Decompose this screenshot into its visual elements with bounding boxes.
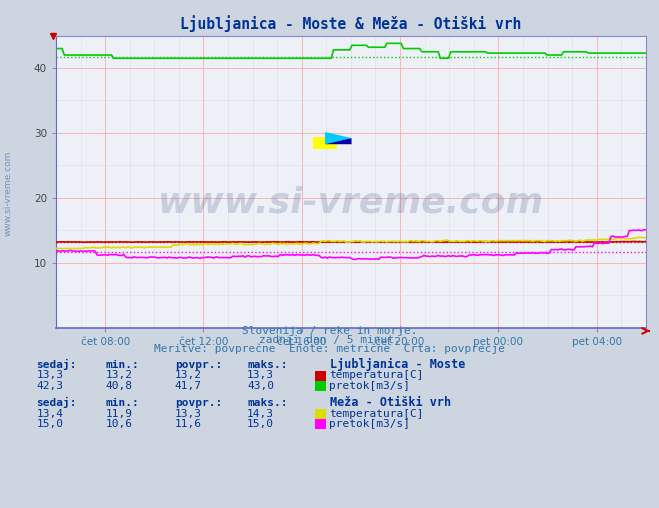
Text: pretok[m3/s]: pretok[m3/s] (330, 380, 411, 391)
Text: 13,2: 13,2 (175, 370, 202, 380)
Text: 41,7: 41,7 (175, 380, 202, 391)
Text: www.si-vreme.com: www.si-vreme.com (3, 150, 13, 236)
Text: Ljubljanica - Moste: Ljubljanica - Moste (330, 358, 465, 371)
Polygon shape (325, 138, 351, 144)
Text: sedaj:: sedaj: (36, 359, 76, 370)
Text: Meža - Otiški vrh: Meža - Otiški vrh (330, 396, 451, 409)
Text: maks.:: maks.: (247, 360, 287, 370)
Text: min.:: min.: (105, 398, 139, 408)
Text: pretok[m3/s]: pretok[m3/s] (330, 419, 411, 429)
Title: Ljubljanica - Moste & Meža - Otiški vrh: Ljubljanica - Moste & Meža - Otiški vrh (181, 15, 521, 31)
Text: sedaj:: sedaj: (36, 397, 76, 408)
Text: 13,3: 13,3 (247, 370, 274, 380)
Text: maks.:: maks.: (247, 398, 287, 408)
Text: Meritve: povprečne  Enote: metrične  Črta: povprečje: Meritve: povprečne Enote: metrične Črta:… (154, 341, 505, 354)
Text: min.:: min.: (105, 360, 139, 370)
Text: www.si-vreme.com: www.si-vreme.com (158, 185, 544, 219)
Text: 11,6: 11,6 (175, 419, 202, 429)
Text: 13,3: 13,3 (175, 408, 202, 419)
FancyBboxPatch shape (312, 137, 337, 149)
Text: 13,4: 13,4 (36, 408, 63, 419)
Text: 42,3: 42,3 (36, 380, 63, 391)
Text: 10,6: 10,6 (105, 419, 132, 429)
Text: 13,2: 13,2 (105, 370, 132, 380)
Text: temperatura[C]: temperatura[C] (330, 370, 424, 380)
Text: 43,0: 43,0 (247, 380, 274, 391)
Text: 15,0: 15,0 (36, 419, 63, 429)
Text: povpr.:: povpr.: (175, 360, 222, 370)
Polygon shape (325, 132, 351, 144)
Text: temperatura[C]: temperatura[C] (330, 408, 424, 419)
Text: povpr.:: povpr.: (175, 398, 222, 408)
Text: 13,3: 13,3 (36, 370, 63, 380)
Text: 14,3: 14,3 (247, 408, 274, 419)
Text: 11,9: 11,9 (105, 408, 132, 419)
Text: 15,0: 15,0 (247, 419, 274, 429)
Text: zadnji dan / 5 minut.: zadnji dan / 5 minut. (258, 335, 401, 345)
Text: Slovenija / reke in morje.: Slovenija / reke in morje. (242, 326, 417, 336)
Text: 40,8: 40,8 (105, 380, 132, 391)
